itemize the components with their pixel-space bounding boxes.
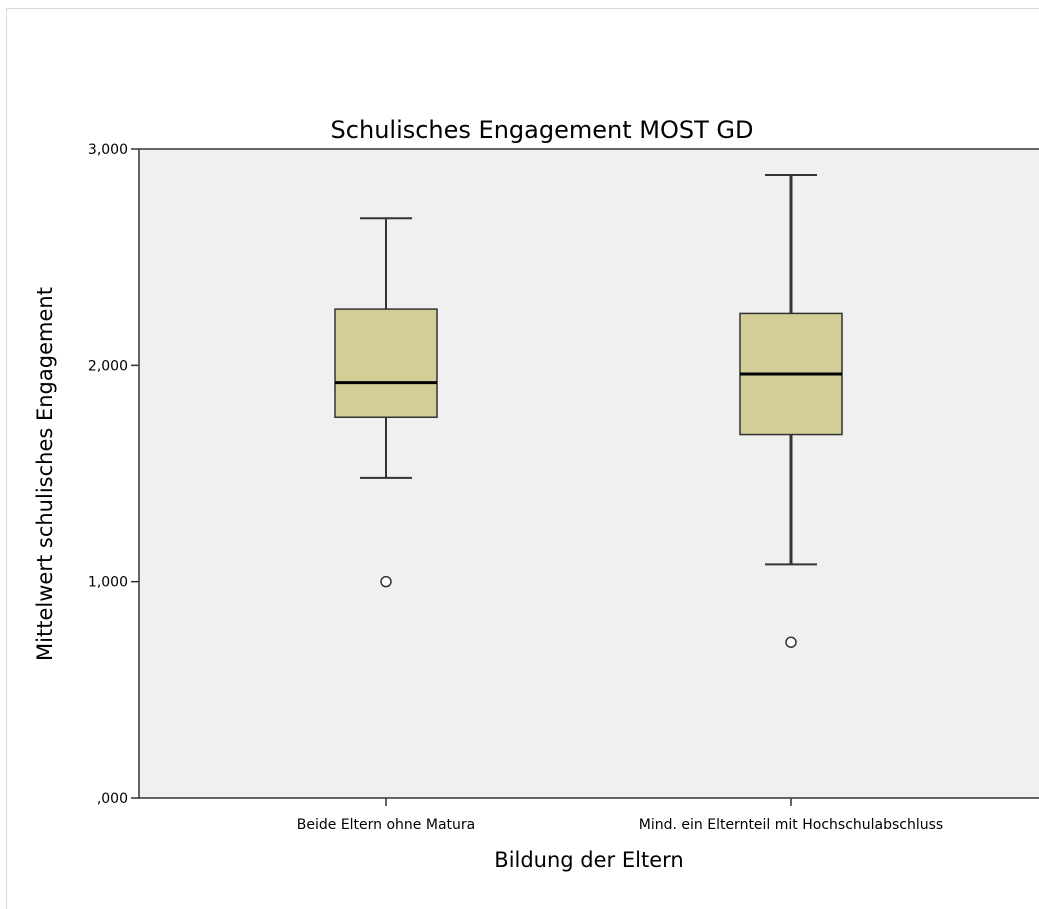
y-tick-label: 3,000 [88,142,128,158]
chart-title: Schulisches Engagement MOST GD [331,116,754,144]
iqr-box [334,308,438,419]
y-axis-label: Mittelwert schulisches Engagement [33,287,57,661]
box-group [739,173,843,648]
x-tick-label: Mind. ein Elternteil mit Hochschulabschl… [639,817,943,833]
chart-frame [6,8,1039,909]
y-tick-label: ,000 [97,791,128,807]
outlier-point [785,636,797,648]
box-group [334,217,438,588]
y-tick-label: 2,000 [88,358,128,374]
x-axis-label: Bildung der Eltern [494,848,683,872]
boxes [334,173,843,648]
plot-area [139,149,1039,798]
y-tick-label: 1,000 [88,575,128,591]
axes: ,000 1,000 2,000 3,000 Beide Eltern ohne Mat… [88,142,1039,833]
x-tick-label: Beide Eltern ohne Matura [297,817,475,833]
outlier-point [380,575,392,588]
